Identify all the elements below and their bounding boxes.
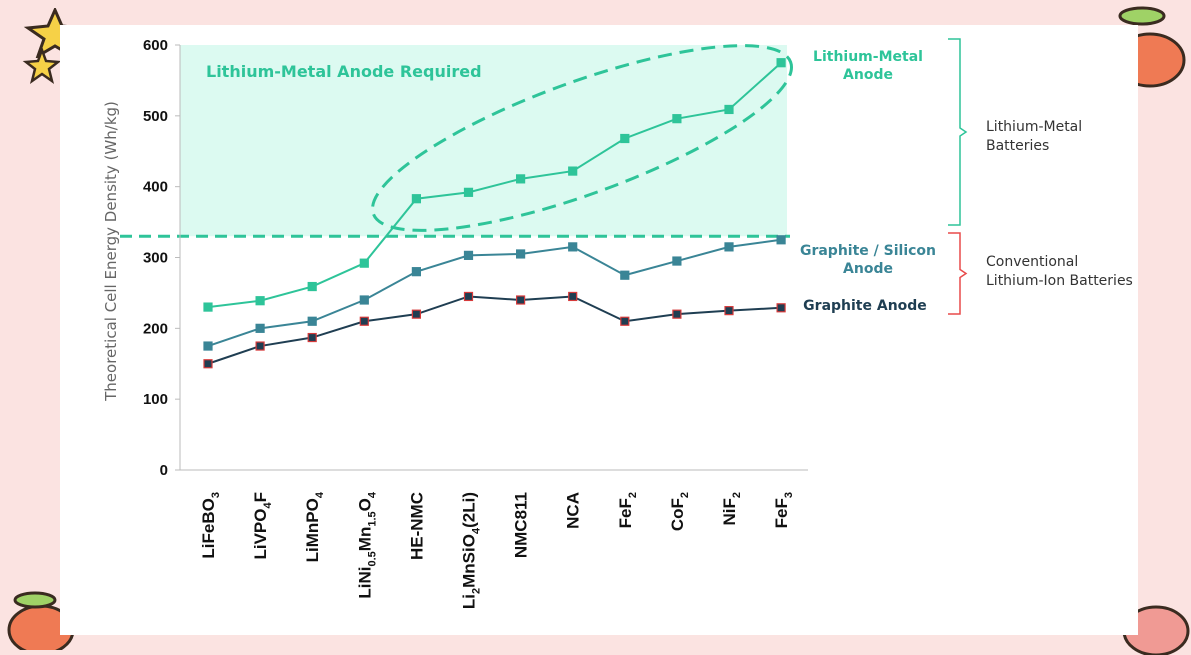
- group-label: Batteries: [986, 138, 1049, 154]
- series-label: Anode: [843, 67, 893, 83]
- series-label: Lithium-Metal: [813, 49, 923, 65]
- x-tick-label: HE-NMC: [407, 492, 426, 560]
- x-tick-label: LiVPO4​F: [251, 492, 274, 560]
- data-point: [516, 249, 526, 259]
- data-point: [672, 114, 682, 124]
- series-label: Anode: [843, 261, 893, 277]
- lithium-metal-bracket: [948, 38, 968, 226]
- x-tick-label: LiFeBO3​: [199, 492, 222, 559]
- y-tick-label: 600: [143, 37, 168, 54]
- data-point: [411, 267, 421, 277]
- series-line: [207, 295, 782, 365]
- data-point: [516, 295, 526, 305]
- y-axis-label: Theoretical Cell Energy Density (Wh/kg): [102, 101, 120, 402]
- data-point: [672, 256, 682, 266]
- lithium-metal-zone: [180, 45, 787, 237]
- x-tick-label: Li2​MnSiO4​(2Li): [460, 492, 483, 609]
- data-point: [307, 332, 317, 343]
- highlight-ellipse: [371, 44, 793, 232]
- group-label: Lithium-Metal: [986, 119, 1082, 135]
- data-point: [255, 341, 265, 351]
- star-icon: [22, 48, 62, 84]
- conventional-bracket: [948, 232, 968, 315]
- data-point: [411, 194, 421, 204]
- data-point: [463, 291, 474, 302]
- data-point: [359, 295, 369, 305]
- y-tick-label: 400: [143, 179, 168, 196]
- x-tick-label: FeF2​: [616, 492, 639, 528]
- y-tick-label: 0: [160, 462, 168, 479]
- data-point: [255, 296, 265, 306]
- data-point: [568, 242, 578, 252]
- x-tick-label: NiF2​: [720, 492, 743, 526]
- x-tick-label: CoF2​: [668, 492, 691, 531]
- data-point: [307, 316, 317, 326]
- data-point: [255, 323, 265, 333]
- data-point: [516, 174, 526, 184]
- data-point: [724, 306, 734, 316]
- data-point: [463, 250, 474, 260]
- x-tick-label: NMC811: [512, 492, 531, 558]
- peach-icon: [7, 591, 75, 650]
- data-point: [203, 359, 213, 369]
- data-point: [203, 341, 213, 351]
- series-line: [207, 238, 782, 347]
- x-tick-label: LiNi0.5​Mn1.5​O4​: [355, 491, 378, 598]
- energy-density-chart: 0 100 200 300 400 500 600 LiFeBO3​ LiVPO4​F LiMnP…: [102, 37, 1133, 609]
- x-tick-label: LiMnPO4​: [303, 491, 326, 562]
- data-point: [724, 242, 734, 252]
- series-label: Graphite Anode: [803, 298, 927, 314]
- x-tick-label: FeF3​: [772, 492, 795, 528]
- data-point: [359, 316, 369, 326]
- data-point: [203, 302, 213, 312]
- data-point: [620, 270, 630, 280]
- data-point: [568, 291, 578, 302]
- y-tick-label: 200: [143, 320, 168, 337]
- data-point: [568, 166, 578, 176]
- data-point: [307, 281, 317, 292]
- data-point: [776, 303, 786, 313]
- data-point: [620, 316, 630, 326]
- y-tick-label: 500: [143, 108, 168, 125]
- series-label: Graphite / Silicon: [800, 243, 936, 259]
- data-point: [724, 104, 734, 115]
- y-tick-label: 300: [143, 250, 168, 267]
- data-point: [776, 58, 786, 68]
- y-tick-label: 100: [143, 391, 168, 408]
- data-point: [776, 235, 786, 245]
- zone-label: Lithium-Metal Anode Required: [206, 62, 482, 81]
- group-label: Lithium-Ion Batteries: [986, 273, 1133, 289]
- data-point: [359, 258, 369, 268]
- data-point: [411, 309, 421, 319]
- chart-card: 0 100 200 300 400 500 600 LiFeBO3​ LiVPO4​F LiMnP…: [60, 25, 1138, 635]
- data-point: [672, 309, 682, 319]
- data-point: [463, 187, 474, 197]
- group-label: Conventional: [986, 254, 1078, 270]
- x-tick-label: NCA: [564, 492, 583, 529]
- series-line: [207, 61, 782, 309]
- data-point: [620, 133, 630, 144]
